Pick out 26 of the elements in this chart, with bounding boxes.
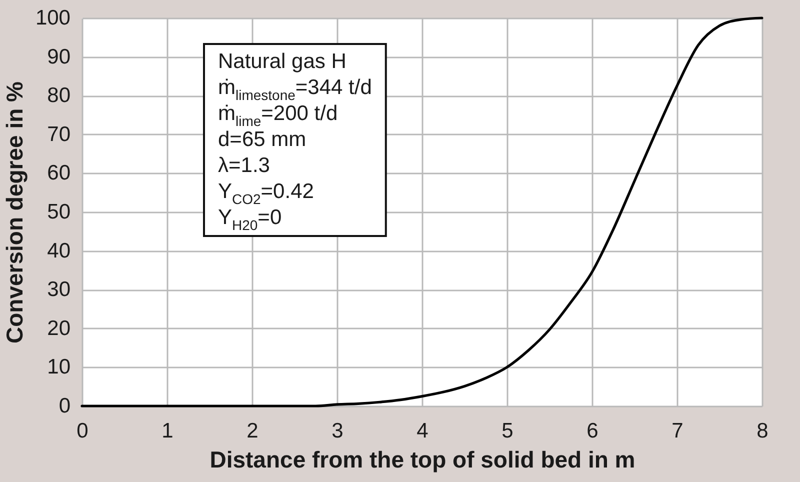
y-tick-label: 60 bbox=[47, 162, 70, 185]
x-tick-label: 5 bbox=[502, 420, 514, 442]
y-tick-label: 80 bbox=[47, 84, 70, 108]
x-tick-label: 7 bbox=[672, 420, 684, 442]
x-tick-label: 0 bbox=[76, 420, 88, 442]
y-tick-label: 0 bbox=[58, 394, 70, 418]
y-tick-label: 20 bbox=[47, 316, 70, 340]
line-series bbox=[80, 16, 764, 408]
annotation: Natural gas H bbox=[218, 50, 346, 73]
y-axis-title: Conversion degree in % bbox=[1, 81, 28, 344]
y-tick-label: 90 bbox=[47, 45, 70, 68]
x-tick-label: 3 bbox=[332, 420, 344, 442]
x-tick-label: 4 bbox=[416, 420, 429, 442]
x-axis-title: Distance from the top of solid bed in m bbox=[210, 446, 636, 472]
x-tick-label: 6 bbox=[586, 420, 598, 442]
y-tick-label: 70 bbox=[47, 122, 70, 146]
annotation: d=65 mm bbox=[218, 128, 306, 151]
x-tick-label: 8 bbox=[756, 420, 768, 442]
y-tick-label: 30 bbox=[47, 278, 70, 302]
y-tick-label: 10 bbox=[47, 356, 70, 379]
x-tick-label: 2 bbox=[246, 420, 258, 442]
annotation: λ=1.3 bbox=[218, 154, 270, 177]
x-tick-label: 1 bbox=[162, 420, 174, 442]
y-tick-label: 50 bbox=[47, 200, 70, 224]
y-tick-label: 40 bbox=[47, 239, 70, 262]
y-tick-label: 100 bbox=[35, 6, 70, 30]
